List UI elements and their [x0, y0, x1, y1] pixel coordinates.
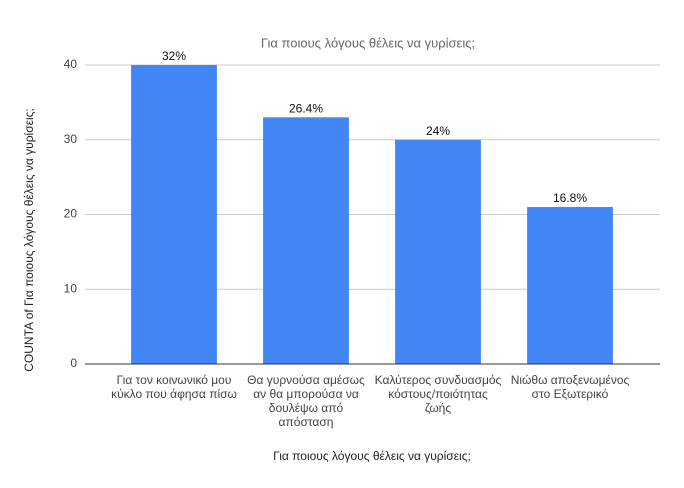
y-axis-title: COUNTA of Για ποιους λόγους θέλεις να γυ… — [22, 108, 36, 372]
x-tick-label: Καλύτερος συνδυασμός κόστους/ποιότητας ζ… — [374, 373, 502, 415]
data-label: 16.8% — [553, 191, 587, 205]
data-label: 32% — [162, 49, 186, 63]
bar — [131, 65, 217, 364]
y-tick-label: 10 — [64, 281, 78, 295]
bar — [527, 207, 613, 364]
x-tick-label: Θα γυρνούσα αμέσως αν θα μπορούσα να δου… — [247, 373, 365, 429]
y-tick-label: 20 — [64, 207, 78, 221]
data-label: 26.4% — [289, 101, 323, 115]
chart-title: Για ποιους λόγους θέλεις να γυρίσεις; — [261, 35, 475, 50]
bar — [395, 139, 481, 364]
x-tick-label: Νιώθω αποξενωμένος στο Εξωτερικό — [510, 373, 630, 401]
x-tick-label: Για τον κοινωνικό μου κύκλο που άφησα πί… — [111, 373, 237, 401]
y-tick-label: 30 — [64, 132, 78, 146]
x-axis-title: Για ποιους λόγους θέλεις να γυρίσεις; — [273, 449, 471, 463]
bar — [263, 117, 349, 364]
data-label: 24% — [426, 124, 450, 138]
y-tick-label: 0 — [70, 356, 77, 370]
y-tick-label: 40 — [64, 57, 78, 71]
